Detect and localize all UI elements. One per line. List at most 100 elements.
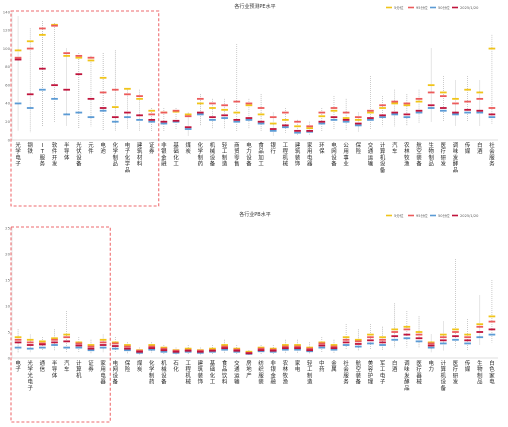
series-marker — [330, 348, 338, 351]
svg-text:军: 军 — [380, 360, 385, 367]
svg-text:疗: 疗 — [453, 365, 459, 373]
series-marker — [294, 125, 301, 128]
svg-text:工: 工 — [258, 161, 264, 168]
svg-text:会: 会 — [489, 147, 495, 155]
series-marker — [221, 108, 228, 111]
series-marker — [245, 118, 253, 121]
svg-text:I: I — [42, 143, 44, 149]
series-marker — [269, 116, 277, 119]
svg-text:机: 机 — [210, 141, 216, 149]
svg-text:T: T — [40, 149, 45, 155]
legend-label: 5分位 — [394, 213, 404, 218]
series-marker — [63, 54, 71, 57]
svg-text:车: 车 — [64, 365, 70, 373]
svg-text:疗: 疗 — [416, 365, 422, 373]
svg-text:生: 生 — [477, 359, 483, 367]
series-marker — [99, 341, 107, 344]
series-marker — [87, 344, 95, 346]
series-marker — [452, 102, 459, 105]
series-marker — [196, 97, 204, 100]
svg-text:金: 金 — [271, 371, 277, 379]
svg-text:服: 服 — [489, 154, 495, 161]
series-marker — [403, 325, 411, 328]
svg-text:会: 会 — [343, 365, 349, 373]
series-marker — [367, 336, 374, 339]
series-marker — [439, 342, 447, 345]
series-marker — [111, 342, 119, 345]
series-marker — [476, 325, 484, 328]
series-marker — [172, 350, 180, 353]
svg-text:农: 农 — [404, 141, 410, 149]
series-marker — [63, 88, 71, 91]
series-marker — [221, 348, 228, 351]
series-marker — [221, 104, 228, 107]
svg-text:通: 通 — [368, 147, 374, 155]
svg-text:品: 品 — [477, 379, 482, 386]
svg-text:用: 用 — [100, 366, 105, 373]
x-tick-label: 保险 — [356, 141, 362, 155]
series-marker — [427, 104, 435, 107]
series-marker — [184, 347, 192, 350]
svg-text:化: 化 — [113, 141, 119, 149]
series-marker — [379, 114, 386, 117]
series-marker — [403, 116, 411, 119]
svg-text:钢: 钢 — [28, 141, 33, 149]
series-marker — [136, 351, 143, 354]
svg-text:电: 电 — [428, 359, 434, 367]
legend-label: 2025/1/20 — [460, 214, 479, 218]
series-marker — [318, 111, 326, 114]
series-marker — [172, 110, 180, 113]
svg-text:电: 电 — [295, 365, 301, 373]
svg-text:传: 传 — [465, 141, 471, 149]
svg-text:机: 机 — [441, 371, 447, 379]
svg-text:用: 用 — [307, 148, 312, 155]
series-marker — [379, 104, 386, 107]
series-marker — [87, 56, 95, 59]
series-marker — [14, 346, 22, 349]
series-marker — [476, 109, 484, 112]
svg-text:半: 半 — [64, 141, 70, 149]
series-marker — [136, 349, 143, 352]
svg-text:发: 发 — [453, 378, 459, 386]
series-marker — [282, 111, 289, 114]
series-marker — [172, 349, 180, 352]
series-marker — [75, 54, 83, 57]
svg-text:银: 银 — [271, 141, 277, 149]
svg-text:学: 学 — [28, 365, 34, 373]
svg-text:导: 导 — [64, 148, 70, 155]
svg-text:械: 械 — [416, 378, 422, 386]
svg-text:建: 建 — [295, 141, 301, 149]
x-tick-label: 环保 — [319, 142, 325, 155]
svg-text:险: 险 — [125, 365, 131, 373]
series-marker — [415, 337, 423, 340]
series-marker — [282, 345, 289, 348]
series-marker — [330, 347, 338, 350]
series-marker — [14, 49, 22, 52]
svg-text:银: 银 — [271, 365, 277, 373]
svg-text:子: 子 — [15, 366, 21, 373]
svg-text:计: 计 — [380, 141, 386, 149]
series-marker — [330, 345, 338, 348]
svg-text:备: 备 — [76, 160, 82, 168]
series-marker — [427, 91, 435, 94]
series-marker — [488, 113, 496, 116]
svg-text:电: 电 — [489, 378, 495, 386]
svg-text:设: 设 — [210, 153, 216, 161]
svg-text:品: 品 — [404, 385, 409, 392]
svg-text:药: 药 — [319, 365, 325, 373]
svg-text:光: 光 — [28, 359, 34, 367]
svg-text:研: 研 — [453, 372, 459, 379]
series-marker — [379, 338, 386, 341]
svg-text:物: 物 — [428, 147, 434, 155]
svg-text:通: 通 — [40, 359, 46, 367]
svg-text:制: 制 — [307, 371, 312, 379]
svg-text:渔: 渔 — [404, 160, 410, 168]
svg-text:铁: 铁 — [28, 147, 34, 155]
